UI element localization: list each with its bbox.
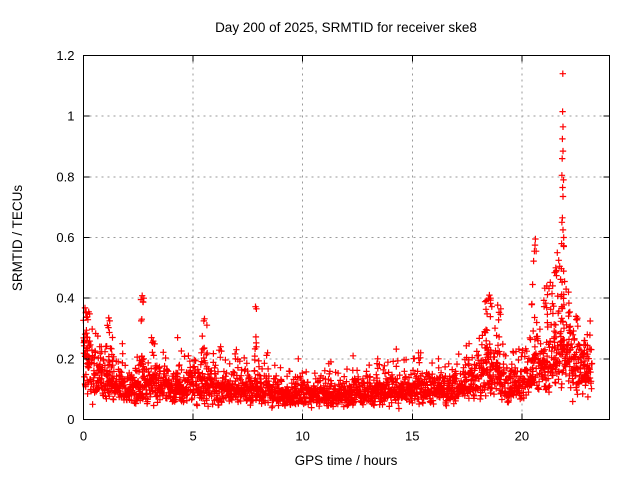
- y-tick-labels: 0 0.2 0.4 0.6 0.8 1 1.2: [56, 48, 74, 427]
- y-tick-label: 1: [67, 109, 74, 124]
- x-tick-label: 20: [515, 429, 529, 444]
- y-tick-label: 0: [67, 412, 74, 427]
- y-tick-label: 0.6: [56, 230, 74, 245]
- y-tick-label: 1.2: [56, 48, 74, 63]
- x-tick-labels: 0 5 10 15 20: [80, 429, 529, 444]
- x-tick-label: 0: [80, 429, 87, 444]
- x-tick-label: 15: [405, 429, 419, 444]
- y-axis-label: SRMTID / TECUs: [10, 185, 25, 292]
- x-tick-label: 10: [295, 429, 309, 444]
- grid-layer: [83, 55, 610, 420]
- x-tick-label: 5: [189, 429, 196, 444]
- plot-border: [83, 55, 610, 420]
- chart-title: Day 200 of 2025, SRMTID for receiver ske…: [215, 20, 477, 35]
- y-tick-label: 0.4: [56, 291, 74, 306]
- y-tick-label: 0.8: [56, 169, 74, 184]
- x-axis-label: GPS time / hours: [295, 453, 398, 468]
- y-tick-label: 0.2: [56, 351, 74, 366]
